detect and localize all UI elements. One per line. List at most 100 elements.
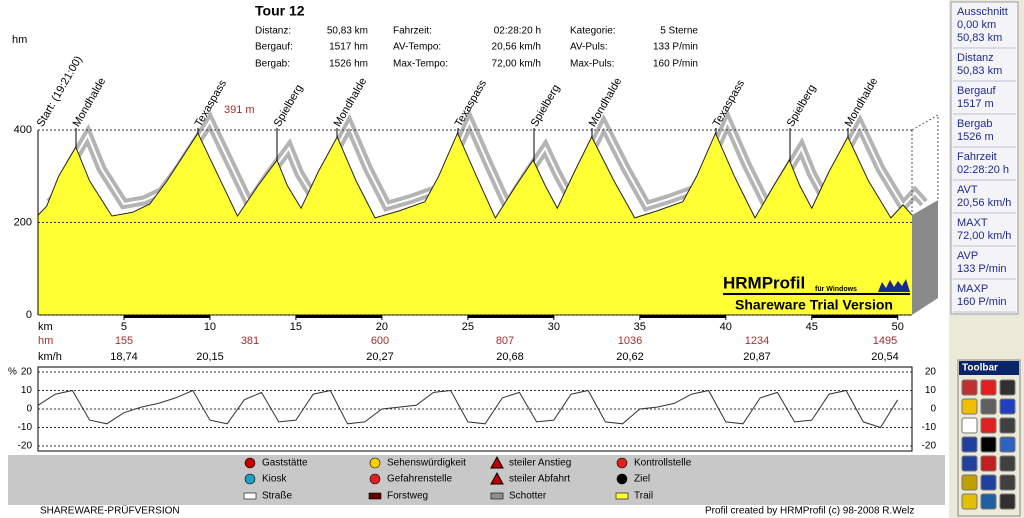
x-tick-label: 40: [720, 321, 732, 333]
toolbar-button[interactable]: [999, 417, 1016, 434]
legend-icon: [369, 473, 381, 485]
toolbar-button[interactable]: [961, 455, 978, 472]
watermark-logo: [878, 279, 910, 292]
side-value: 160 P/min: [957, 296, 1007, 308]
speed-row-value: 20,68: [496, 351, 524, 363]
toolbar-button[interactable]: [980, 455, 997, 472]
side-value: 02:28:20 h: [957, 164, 1009, 176]
speed-row-value: 20,54: [871, 351, 899, 363]
legend-icon: [243, 492, 257, 500]
y-tick-label: 20: [21, 367, 33, 378]
side-label: AVP: [957, 250, 978, 262]
side-value: 0,00 km: [957, 19, 996, 31]
y2-tick-label: -10: [922, 422, 937, 433]
legend-icon: [616, 457, 628, 469]
legend-label: Sehenswürdigkeit: [387, 458, 466, 469]
toolbar-button[interactable]: [961, 436, 978, 453]
y-axis-label: %: [8, 367, 17, 378]
stat-label: Bergab:: [255, 59, 290, 70]
side-panel: [950, 1, 1019, 315]
toolbar-button[interactable]: [999, 493, 1016, 510]
toolbar-button[interactable]: [999, 436, 1016, 453]
legend-icon: [616, 473, 628, 485]
legend-label: steiler Anstieg: [509, 458, 571, 469]
side-value: 72,00 km/h: [957, 230, 1011, 242]
toolbar-button[interactable]: [961, 474, 978, 491]
legend-label: steiler Abfahrt: [509, 474, 570, 485]
stat-label: Bergauf:: [255, 42, 293, 53]
x-tick-label: 30: [548, 321, 560, 333]
legend-label: Schotter: [509, 491, 547, 502]
km-band: [123, 315, 210, 318]
side-label: Bergab: [957, 118, 992, 130]
side-label: Fahrzeit: [957, 151, 997, 163]
stat-label: Kategorie:: [570, 26, 616, 37]
km-band: [295, 315, 382, 318]
footer-left: SHAREWARE-PRÜFVERSION: [40, 505, 180, 517]
legend-icon: [490, 471, 504, 485]
legend-box: [8, 455, 945, 505]
legend-icon: [490, 455, 504, 469]
toolbar-button[interactable]: [980, 493, 997, 510]
footer-right: Profil created by HRMProfil (c) 98-2008 …: [705, 506, 914, 517]
hm-row-value: 381: [241, 335, 259, 347]
legend-label: Forstweg: [387, 491, 428, 502]
toolbar-button[interactable]: [961, 398, 978, 415]
stat-value: 20,56 km/h: [492, 42, 541, 53]
legend-icon: [244, 457, 256, 469]
stat-label: Fahrzeit:: [393, 26, 432, 37]
legend-label: Ziel: [634, 474, 650, 485]
toolbar-button[interactable]: [980, 474, 997, 491]
watermark-notice: Shareware Trial Version: [735, 297, 893, 313]
x-tick-label: 35: [634, 321, 646, 333]
toolbar-button[interactable]: [961, 379, 978, 396]
stat-value: 72,00 km/h: [492, 59, 541, 70]
speed-row-label: km/h: [38, 351, 62, 363]
hm-row-value: 155: [115, 335, 133, 347]
y-axis-label: hm: [12, 34, 27, 46]
y2-tick-label: -20: [922, 441, 937, 452]
y-tick-label: 10: [21, 385, 33, 396]
y-tick-label: 200: [14, 216, 32, 228]
stat-label: AV-Tempo:: [393, 42, 441, 53]
toolbar-button[interactable]: [980, 379, 997, 396]
toolbar-button[interactable]: [980, 398, 997, 415]
x-tick-label: 25: [462, 321, 474, 333]
profile-line: [37, 131, 913, 219]
legend-icon: [490, 492, 504, 500]
legend-label: Gaststätte: [262, 458, 308, 469]
legend-label: Kontrollstelle: [634, 458, 692, 469]
toolbar-button[interactable]: [980, 417, 997, 434]
side-label: MAXP: [957, 283, 988, 295]
stat-value: 02:28:20 h: [494, 26, 541, 37]
toolbar-button[interactable]: [999, 398, 1016, 415]
legend-label: Trail: [634, 491, 653, 502]
x-tick-label: 15: [290, 321, 302, 333]
y2-tick-label: 20: [925, 367, 937, 378]
speed-row-value: 18,74: [110, 351, 138, 363]
stat-label: Distanz:: [255, 26, 291, 37]
km-band: [811, 315, 898, 318]
stat-label: Max-Puls:: [570, 59, 614, 70]
speed-row-value: 20,62: [616, 351, 644, 363]
profile-area: [38, 133, 912, 315]
toolbar-button[interactable]: [961, 493, 978, 510]
stat-value: 1517 hm: [329, 42, 368, 53]
toolbar-button[interactable]: [999, 474, 1016, 491]
toolbar-button[interactable]: [999, 455, 1016, 472]
x-tick-label: 45: [806, 321, 818, 333]
legend-label: Kiosk: [262, 474, 287, 485]
stat-label: Max-Tempo:: [393, 59, 448, 70]
speed-row-value: 20,87: [743, 351, 771, 363]
toolbar-button[interactable]: [980, 436, 997, 453]
km-band: [639, 315, 726, 318]
side-label: Ausschnitt: [957, 6, 1008, 18]
side-value: 1526 m: [957, 131, 994, 143]
toolbar-button[interactable]: [999, 379, 1016, 396]
toolbar-button[interactable]: [961, 417, 978, 434]
peak-annotation: 391 m: [224, 104, 255, 116]
stat-value: 1526 hm: [329, 59, 368, 70]
y-tick-label: -10: [18, 422, 33, 433]
stat-value: 133 P/min: [653, 42, 698, 53]
